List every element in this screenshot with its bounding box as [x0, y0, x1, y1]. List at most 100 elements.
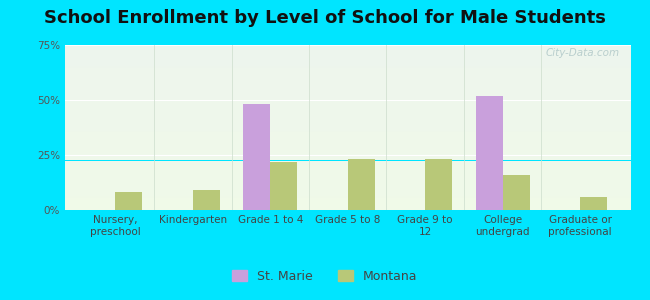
Bar	[65, 61, 630, 62]
Bar	[65, 88, 630, 89]
Bar	[65, 169, 630, 170]
Bar	[65, 87, 630, 88]
Bar	[65, 167, 630, 168]
Bar	[65, 145, 630, 146]
Bar	[65, 53, 630, 54]
Bar	[65, 91, 630, 92]
Bar	[65, 58, 630, 59]
Bar	[65, 180, 630, 181]
Bar	[65, 171, 630, 172]
Bar	[65, 64, 630, 65]
Bar	[65, 203, 630, 204]
Bar	[65, 70, 630, 71]
Bar	[65, 49, 630, 50]
Bar	[65, 63, 630, 64]
Bar	[65, 161, 630, 162]
Bar	[65, 202, 630, 203]
Bar	[65, 200, 630, 201]
Bar	[65, 177, 630, 178]
Bar	[65, 168, 630, 169]
Bar	[65, 197, 630, 198]
Bar	[425, 159, 452, 210]
Bar	[65, 116, 630, 117]
Bar	[65, 75, 630, 76]
Bar	[65, 178, 630, 179]
Bar	[65, 72, 630, 73]
Bar	[580, 197, 607, 210]
Bar	[65, 147, 630, 148]
Bar	[65, 134, 630, 135]
Bar	[65, 77, 630, 78]
Bar	[65, 155, 630, 156]
Bar	[65, 204, 630, 205]
Bar	[65, 157, 630, 158]
Bar	[502, 175, 530, 210]
Bar	[65, 140, 630, 141]
Bar	[65, 45, 630, 46]
Bar	[65, 174, 630, 175]
Bar	[65, 126, 630, 127]
Bar	[65, 137, 630, 138]
Bar	[65, 104, 630, 105]
Bar	[193, 190, 220, 210]
Bar	[65, 107, 630, 108]
Bar	[65, 198, 630, 199]
Bar	[65, 79, 630, 80]
Bar	[65, 68, 630, 69]
Bar	[65, 54, 630, 55]
Bar	[65, 143, 630, 144]
Bar	[65, 101, 630, 102]
Bar	[65, 201, 630, 202]
Bar	[65, 176, 630, 177]
Bar	[65, 117, 630, 118]
Bar	[65, 179, 630, 180]
Bar	[65, 84, 630, 85]
Bar	[65, 192, 630, 193]
Bar	[65, 110, 630, 111]
Bar	[65, 193, 630, 194]
Bar	[65, 92, 630, 93]
Bar	[65, 187, 630, 188]
Bar	[65, 121, 630, 122]
Bar	[65, 118, 630, 119]
Bar	[65, 102, 630, 103]
Bar	[65, 208, 630, 209]
Bar	[65, 149, 630, 150]
Bar	[65, 66, 630, 67]
Bar	[65, 124, 630, 125]
Bar	[65, 95, 630, 96]
Bar	[65, 81, 630, 82]
Bar	[65, 175, 630, 176]
Bar	[65, 138, 630, 139]
Bar	[65, 80, 630, 81]
Bar	[348, 159, 375, 210]
Bar	[65, 56, 630, 57]
Bar	[65, 156, 630, 157]
Bar	[65, 118, 630, 119]
Bar	[243, 104, 270, 210]
Bar	[65, 47, 630, 48]
Bar	[65, 190, 630, 191]
Bar	[65, 55, 630, 56]
Bar	[65, 125, 630, 126]
Bar	[65, 51, 630, 52]
Bar	[65, 188, 630, 189]
Bar	[65, 114, 630, 115]
Bar	[65, 105, 630, 106]
Bar	[65, 148, 630, 149]
Bar	[65, 189, 630, 190]
Bar	[65, 205, 630, 206]
Bar	[65, 146, 630, 147]
Bar	[65, 106, 630, 107]
Bar	[65, 86, 630, 87]
Bar	[65, 151, 630, 152]
Bar	[65, 150, 630, 151]
Legend: St. Marie, Montana: St. Marie, Montana	[227, 265, 422, 288]
Bar	[65, 115, 630, 116]
Bar	[65, 160, 630, 161]
Bar	[65, 97, 630, 98]
Bar	[65, 59, 630, 60]
Bar	[65, 46, 630, 47]
Bar	[65, 67, 630, 68]
Bar	[65, 206, 630, 207]
